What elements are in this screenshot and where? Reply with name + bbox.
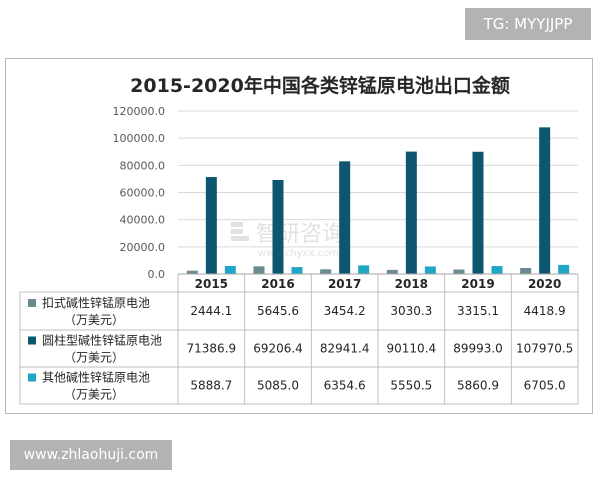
bar [358, 265, 370, 274]
data-label: 82941.4 [320, 342, 370, 356]
data-label: 107970.5 [516, 342, 573, 356]
y-tick-label: 20000.0 [120, 241, 166, 254]
y-tick-label: 120000.0 [113, 105, 166, 118]
bar [320, 269, 332, 274]
legend-label: 其他碱性锌锰原电池 [42, 370, 150, 385]
center-watermark-url: www.chyxx.com [258, 248, 339, 259]
x-tick-label: 2020 [528, 277, 561, 291]
y-tick-label: 40000.0 [120, 214, 166, 227]
x-tick-label: 2015 [195, 277, 228, 291]
data-label: 5860.9 [457, 379, 499, 393]
data-label: 90110.4 [387, 342, 437, 356]
chart-frame [5, 58, 593, 414]
x-tick-label: 2017 [328, 277, 361, 291]
y-tick-label: 0.0 [148, 268, 166, 281]
bar [386, 269, 398, 274]
data-label: 2444.1 [190, 304, 232, 318]
data-label: 5550.5 [390, 379, 432, 393]
data-label: 6705.0 [524, 379, 566, 393]
center-watermark-brand: 智研咨询 [256, 222, 344, 247]
x-tick-label: 2019 [461, 277, 494, 291]
bar [253, 266, 265, 274]
bottom-watermark-badge: www.zhlaohuji.com [10, 440, 172, 470]
center-watermark: 智研咨询 www.chyxx.com [231, 222, 344, 259]
data-label: 3030.3 [390, 304, 432, 318]
y-axis-ticks: 0.0 20000.0 40000.0 60000.0 80000.0 100000.0 1… [113, 105, 166, 281]
x-tick-label: 2018 [395, 277, 428, 291]
bar [472, 151, 484, 274]
legend-swatch [28, 299, 36, 307]
x-tick-label: 2016 [261, 277, 294, 291]
bars [186, 127, 570, 274]
bar [205, 177, 217, 274]
bar [539, 127, 551, 274]
data-label: 5888.7 [190, 379, 232, 393]
bar [558, 264, 570, 274]
legend-swatch [28, 336, 36, 345]
bar [339, 161, 351, 274]
data-label: 6354.6 [324, 379, 366, 393]
bar [491, 266, 503, 274]
bar [272, 179, 284, 274]
brand-logo-icon [231, 222, 249, 241]
top-watermark-badge: TG: MYYJJPP [465, 8, 591, 40]
y-tick-label: 80000.0 [120, 159, 166, 172]
bar [424, 266, 436, 274]
y-tick-label: 60000.0 [120, 187, 166, 200]
legend-unit-label: （万美元） [64, 351, 124, 365]
data-label: 71386.9 [187, 342, 237, 356]
data-label: 5645.6 [257, 304, 299, 318]
bar [453, 269, 465, 274]
bar [405, 151, 417, 274]
data-label: 3315.1 [457, 304, 499, 318]
data-label: 4418.9 [524, 304, 566, 318]
chart-title: 2015-2020年中国各类锌锰原电池出口金额 [130, 74, 510, 97]
legend-unit-label: （万美元） [64, 313, 124, 327]
bar [291, 267, 303, 274]
legend-label: 扣式碱性锌锰原电池 [42, 295, 150, 310]
data-label: 69206.4 [253, 342, 303, 356]
data-table: 2015 2016 2017 2018 2019 2020 扣式碱性锌锰原电池 （万美元） 24… [19, 273, 579, 405]
y-tick-label: 100000.0 [113, 132, 166, 145]
legend-unit-label: （万美元） [64, 388, 124, 402]
data-label: 89993.0 [453, 342, 503, 356]
bar [224, 266, 236, 274]
bar [520, 267, 532, 274]
data-label: 3454.2 [324, 304, 366, 318]
legend-label: 圆柱型碱性锌锰原电池 [42, 333, 162, 348]
bar [186, 270, 198, 274]
gridlines [178, 110, 578, 248]
data-label: 5085.0 [257, 379, 299, 393]
legend-swatch [28, 373, 36, 382]
